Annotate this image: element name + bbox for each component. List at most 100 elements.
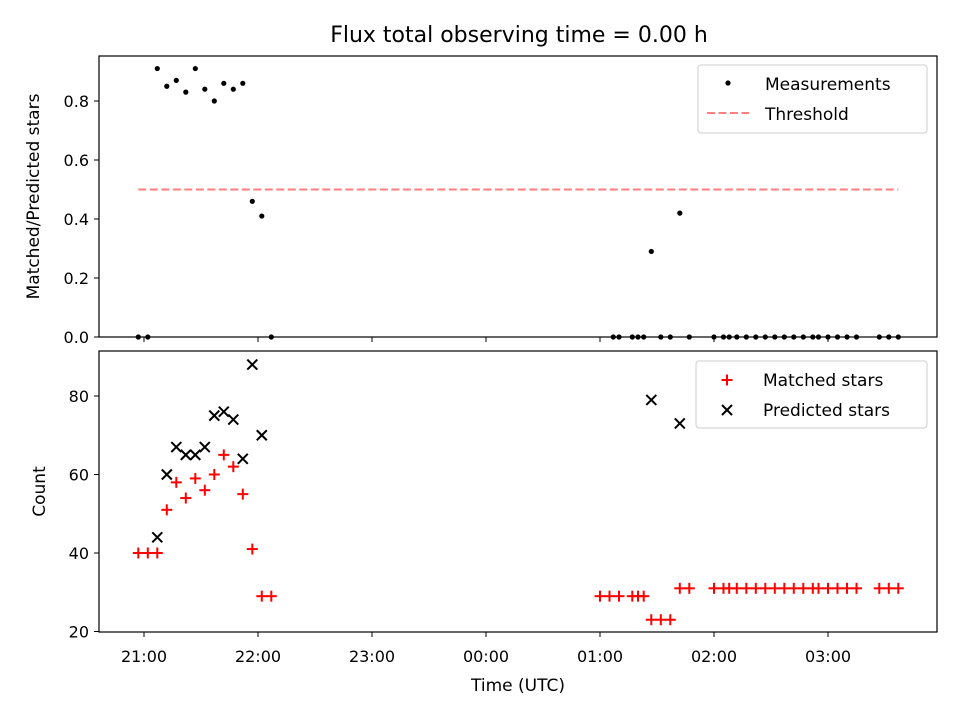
- x-tick-label: 01:00: [577, 647, 623, 666]
- matched-star-point: [683, 582, 695, 594]
- matched-star-point: [797, 582, 809, 594]
- top-plot-frame: [98, 55, 938, 338]
- predicted-star-point: [256, 429, 268, 441]
- matched-star-point: [246, 543, 258, 555]
- predicted-star-point: [170, 441, 183, 453]
- predicted-star-point: [645, 394, 658, 406]
- matched-star-point: [170, 476, 182, 488]
- matched-star-point: [674, 582, 686, 594]
- matched-star-point: [778, 582, 790, 594]
- matched-star-point: [161, 504, 173, 516]
- predicted-star-point: [218, 405, 230, 418]
- matched-star-point: [822, 582, 834, 594]
- bottom-y-tick-label: 40: [69, 544, 89, 563]
- matched-star-point: [638, 590, 650, 602]
- matched-star-point: [873, 582, 885, 594]
- matched-star-point: [731, 582, 743, 594]
- matched-star-point: [265, 590, 277, 602]
- predicted-star-point: [246, 358, 259, 371]
- measurement-point: [164, 83, 170, 89]
- measurement-point: [259, 213, 265, 219]
- matched-star-point: [708, 582, 720, 594]
- matched-star-point: [227, 461, 239, 473]
- bottom-y-tick-label: 60: [69, 466, 89, 485]
- matched-star-point: [237, 488, 249, 500]
- bottom-legend: Matched stars Predicted stars: [695, 360, 928, 429]
- bottom-plot-frame: [98, 350, 938, 633]
- bottom-panel: 20 40 60 80 21:00 22:00 23:00 00:00 01:00 02:00 03…: [30, 350, 938, 696]
- bottom-y-tick-label: 20: [69, 623, 89, 642]
- matched-star-point: [851, 582, 862, 594]
- predicted-star-point: [189, 449, 202, 461]
- measurement-point: [192, 65, 198, 72]
- measurement-point: [249, 198, 255, 204]
- matched-star-point: [645, 614, 657, 626]
- matched-star-point: [199, 484, 211, 496]
- legend-label-matched: Matched stars: [763, 371, 883, 391]
- legend-marker-matched: [721, 374, 733, 386]
- measurement-point: [183, 89, 189, 95]
- predicted-star-point: [674, 417, 686, 430]
- matched-star-point: [759, 582, 771, 594]
- matched-star-point: [604, 590, 615, 602]
- predicted-star-point: [199, 441, 211, 453]
- predicted-star-point: [161, 468, 173, 481]
- top-y-axis-label: Matched/Predicted stars: [24, 93, 44, 299]
- legend-marker-measurements: [725, 80, 731, 86]
- top-y-tick-label: 0.8: [64, 92, 89, 111]
- predicted-star-point: [180, 449, 192, 461]
- predicted-star-point: [208, 409, 221, 422]
- bottom-y-tick-label: 80: [69, 387, 89, 406]
- bottom-legend-box: [695, 360, 928, 429]
- measurement-point: [230, 86, 236, 92]
- matched-star-point: [180, 492, 192, 504]
- measurement-point: [211, 98, 217, 104]
- top-y-tick-label: 0.0: [64, 328, 89, 347]
- x-tick-label: 00:00: [463, 647, 509, 666]
- matched-star-point: [788, 582, 800, 594]
- matched-star-point: [189, 472, 201, 484]
- top-legend-box: [697, 64, 928, 134]
- matched-star-point: [740, 582, 752, 594]
- matched-star-point: [892, 582, 904, 594]
- measurement-point: [677, 210, 683, 216]
- top-legend: Measurements Threshold: [697, 64, 928, 134]
- x-tick-label: 23:00: [349, 647, 395, 666]
- x-tick-label: 21:00: [121, 647, 167, 666]
- matched-star-point: [208, 469, 220, 480]
- matched-star-point: [750, 582, 762, 594]
- matched-star-point: [594, 590, 606, 602]
- legend-label-predicted: Predicted stars: [763, 401, 890, 421]
- predicted-star-point: [237, 453, 249, 465]
- matched-star-point: [132, 547, 144, 559]
- measurement-point: [240, 80, 246, 86]
- x-tick-label: 02:00: [691, 647, 737, 666]
- measurement-point: [648, 248, 654, 255]
- x-axis-label: Time (UTC): [470, 676, 565, 696]
- predicted-star-point: [151, 531, 164, 544]
- matched-star-point: [655, 614, 667, 626]
- matched-star-point: [613, 590, 625, 602]
- matched-star-point: [218, 449, 230, 461]
- matched-star-point: [256, 590, 268, 602]
- legend-label-measurements: Measurements: [765, 75, 891, 95]
- measurement-point: [202, 86, 208, 92]
- matched-star-point: [664, 614, 676, 626]
- measurement-point: [154, 65, 160, 72]
- top-y-tick-label: 0.4: [64, 210, 89, 229]
- matched-star-point: [841, 582, 853, 594]
- chart-title: Flux total observing time = 0.00 h: [330, 23, 708, 48]
- top-panel: 0.00.20.40.60.8 Matched/Predicted stars …: [24, 55, 938, 347]
- matched-star-point: [151, 547, 163, 559]
- legend-marker-predicted: [721, 404, 733, 416]
- matched-star-point: [813, 582, 824, 594]
- x-tick-label: 22:00: [235, 647, 281, 666]
- matched-star-point: [142, 547, 154, 559]
- bottom-y-axis-label: Count: [30, 466, 50, 517]
- matched-star-point: [883, 582, 895, 594]
- matched-star-point: [769, 582, 781, 594]
- measurement-point: [221, 80, 227, 86]
- top-y-tick-label: 0.2: [64, 269, 89, 288]
- legend-label-threshold: Threshold: [764, 105, 849, 125]
